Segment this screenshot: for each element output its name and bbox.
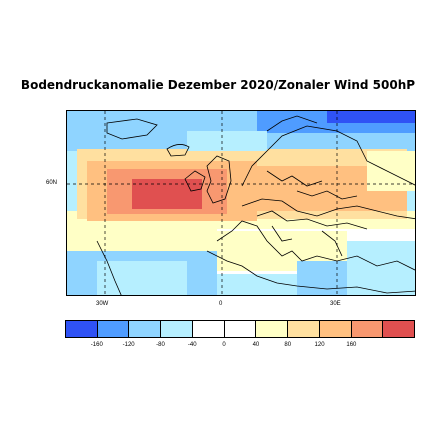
color-legend-ticks: -160 -120 -80 -40 0 40 80 120 160 (65, 342, 415, 352)
lon-30w-label: 30W (96, 301, 109, 307)
legend-tick-label: 120 (314, 342, 325, 348)
legend-swatch-2 (128, 320, 162, 338)
southwest-lightblue (97, 261, 187, 295)
legend-swatch-7 (287, 320, 320, 338)
legend-swatch-6 (255, 320, 289, 338)
greenland-lightblue (187, 131, 267, 151)
legend-swatch-3 (160, 320, 193, 338)
anomaly-field (67, 111, 415, 295)
northeast-pale (367, 151, 415, 191)
legend-swatch-9 (350, 320, 384, 338)
legend-swatch-4 (191, 320, 225, 338)
legend-swatch-5 (223, 320, 257, 338)
map-title: Bodendruckanomalie Dezember 2020/Zonaler… (20, 78, 416, 92)
graticule (67, 111, 415, 295)
legend-swatch-0 (65, 320, 98, 338)
arctic-deep-blue (327, 111, 415, 123)
legend-tick-label: -80 (156, 342, 165, 348)
legend-swatch-8 (318, 320, 352, 338)
east-lightblue (347, 241, 415, 295)
legend-tick-label: -120 (122, 342, 135, 348)
legend-swatch-10 (382, 320, 416, 338)
legend-tick-label: 40 (252, 342, 260, 348)
lon-0-label: 0 (219, 301, 223, 307)
legend-tick-label: -40 (187, 342, 197, 348)
lat-60n-label: 60N (46, 180, 58, 186)
map-canvas (67, 111, 415, 295)
positive-core (132, 179, 202, 209)
lon-30e-label: 30E (330, 301, 341, 307)
legend-tick-label: -160 (90, 342, 103, 348)
color-legend (65, 320, 416, 338)
legend-tick-label: 0 (222, 342, 226, 348)
anomaly-map (66, 110, 416, 296)
coastlines (96, 115, 415, 295)
legend-tick-label: 160 (346, 342, 357, 348)
legend-tick-label: 80 (284, 342, 292, 348)
legend-swatch-1 (96, 320, 130, 338)
